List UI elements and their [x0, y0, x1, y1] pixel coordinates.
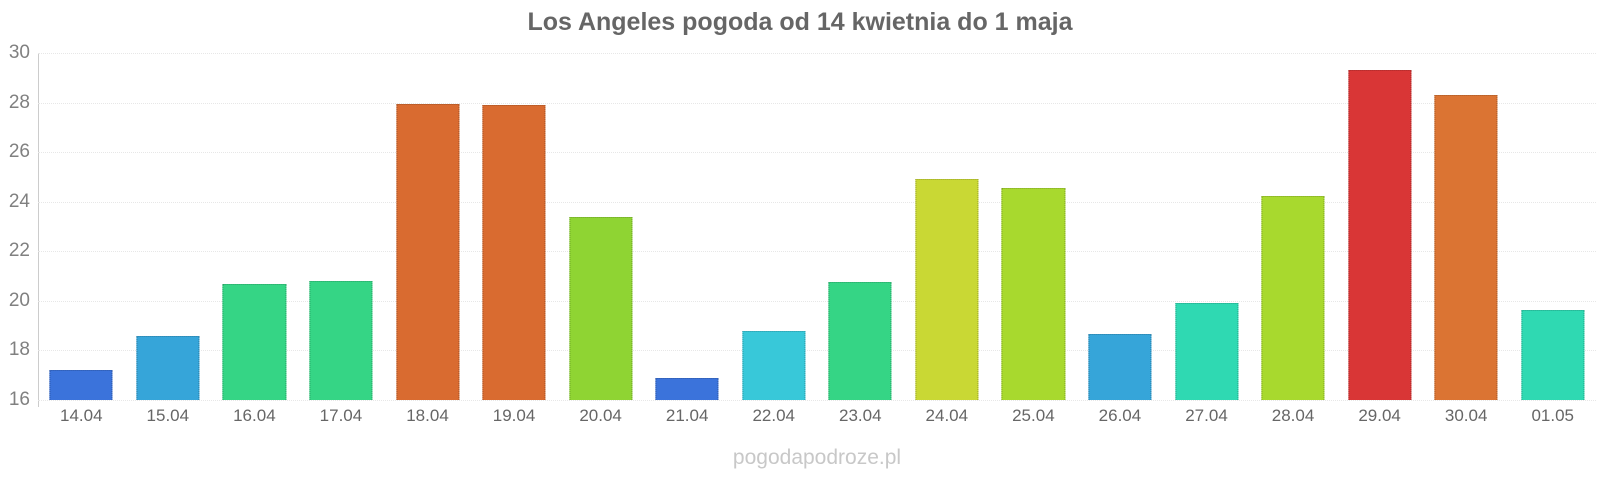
bar-26.04[interactable] [1088, 334, 1152, 400]
x-axis-tick-label: 18.04 [406, 406, 449, 425]
bar-14.04[interactable] [49, 370, 113, 400]
x-axis-tick-label: 14.04 [59, 406, 103, 425]
x-axis-tick-label: 21.04 [665, 406, 709, 425]
y-axis-tick-label: 30 [8, 42, 30, 63]
x-axis-tick-label: 17.04 [319, 406, 363, 425]
bar-17.04[interactable] [309, 281, 373, 400]
gridline [38, 201, 1596, 203]
gridline [38, 102, 1596, 104]
x-axis-tick-label: 28.04 [1271, 406, 1315, 425]
bar-28.04[interactable] [1261, 195, 1325, 400]
bar-18.04[interactable] [395, 103, 460, 400]
y-axis: 16 18 20 22 24 26 28 30 [0, 42, 30, 410]
bar-27.04[interactable] [1174, 303, 1239, 400]
watermark: pogodapodroze.pl [732, 446, 902, 469]
gridline [38, 400, 1596, 401]
x-axis-tick-label: 30.04 [1444, 406, 1488, 425]
bar-25.04[interactable] [1001, 188, 1065, 400]
bar-01.05[interactable] [1521, 309, 1585, 400]
gridline [38, 350, 1596, 352]
bar-16.04[interactable] [222, 283, 286, 400]
y-axis-spine [38, 53, 39, 407]
bar-30.04[interactable] [1434, 95, 1498, 400]
chart-title: Los Angeles pogoda od 14 kwietnia do 1 m… [527, 8, 1073, 36]
y-axis-tick-label: 20 [8, 289, 30, 311]
y-axis-tick-label: 28 [8, 91, 30, 113]
x-axis-tick-label: 27.04 [1185, 406, 1228, 425]
gridline [38, 300, 1596, 302]
x-axis-tick-label: 25.04 [1012, 406, 1055, 425]
bar-24.04[interactable] [915, 179, 979, 400]
plot-area: 14.04 15.04 16.04 17.04 18.04 19.04 20.04 21.04… [38, 53, 1596, 425]
bar-29.04[interactable] [1348, 70, 1412, 400]
bar-22.04[interactable] [742, 330, 806, 400]
x-axis-tick-label: 29.04 [1358, 406, 1401, 425]
bar-23.04[interactable] [828, 282, 892, 400]
x-axis-tick-label: 15.04 [146, 406, 190, 425]
y-axis-tick-label: 18 [8, 339, 30, 361]
y-axis-tick-label: 22 [8, 240, 30, 262]
x-axis-tick-label: 22.04 [752, 406, 795, 425]
x-axis-tick-label: 23.04 [838, 406, 882, 425]
bar-15.04[interactable] [136, 335, 200, 400]
y-axis-tick-label: 16 [8, 389, 30, 410]
bar-20.04[interactable] [569, 216, 633, 400]
x-axis-tick-label: 20.04 [579, 406, 622, 425]
gridline [38, 251, 1596, 253]
bar-19.04[interactable] [482, 105, 546, 400]
x-axis-tick-label: 01.05 [1531, 406, 1574, 425]
x-axis-tick-label: 16.04 [233, 406, 276, 425]
x-axis-tick-label: 26.04 [1098, 406, 1142, 425]
gridline [38, 152, 1596, 154]
y-axis-tick-label: 24 [8, 190, 30, 212]
gridline [38, 53, 1596, 54]
x-axis-tick-label: 24.04 [925, 406, 969, 425]
x-axis-tick-label: 19.04 [492, 406, 536, 425]
y-axis-tick-label: 26 [8, 141, 30, 163]
bar-21.04[interactable] [655, 377, 719, 400]
